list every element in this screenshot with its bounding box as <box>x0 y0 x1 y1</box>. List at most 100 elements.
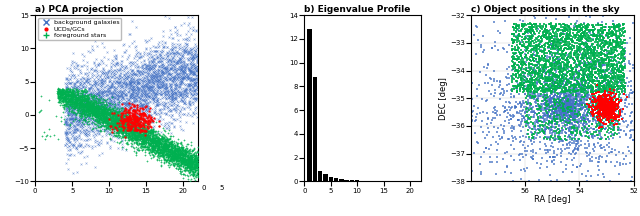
Point <box>619 38 629 41</box>
Point <box>604 121 614 124</box>
Point <box>161 140 171 143</box>
Point <box>108 122 118 125</box>
Point <box>600 115 610 119</box>
Point <box>140 65 150 68</box>
Point <box>134 126 144 129</box>
Point <box>131 117 141 120</box>
Point <box>593 160 604 164</box>
Point <box>113 116 123 119</box>
Point <box>591 100 601 104</box>
Point <box>148 138 158 141</box>
Point <box>180 96 191 100</box>
Point <box>546 35 556 38</box>
Point <box>169 63 179 66</box>
Point <box>611 100 621 103</box>
Point <box>129 121 139 125</box>
Point <box>79 109 89 113</box>
Point <box>94 81 104 85</box>
Point <box>113 105 124 108</box>
Point <box>112 90 122 93</box>
Point <box>527 78 538 81</box>
Point <box>79 102 89 106</box>
Point <box>185 86 195 90</box>
Point <box>170 153 180 157</box>
Point <box>129 113 139 117</box>
Point <box>119 128 129 131</box>
Point <box>75 125 85 129</box>
Point <box>87 73 97 77</box>
Point <box>108 121 118 124</box>
Point <box>618 116 628 120</box>
Point <box>179 67 189 71</box>
Point <box>572 80 582 84</box>
Point <box>618 59 628 62</box>
Point <box>525 101 535 105</box>
Point <box>573 94 584 97</box>
Point <box>132 116 142 119</box>
Point <box>113 126 124 130</box>
Point <box>534 70 545 73</box>
Point <box>492 156 502 159</box>
Point <box>142 94 152 97</box>
Point <box>532 113 542 116</box>
Point <box>554 102 564 105</box>
Point <box>156 151 166 155</box>
Point <box>127 69 137 72</box>
Point <box>472 38 483 41</box>
Point <box>69 76 79 79</box>
Point <box>115 94 125 97</box>
Point <box>127 68 138 72</box>
Point <box>562 64 572 68</box>
Point <box>79 95 89 99</box>
Point <box>115 135 125 138</box>
Point <box>617 83 627 86</box>
Point <box>109 110 120 114</box>
Point <box>129 114 139 117</box>
Point <box>79 94 89 97</box>
Point <box>90 100 100 103</box>
Point <box>180 91 191 94</box>
Point <box>576 34 586 38</box>
Point <box>598 14 608 17</box>
Point <box>575 68 586 72</box>
Point <box>87 71 97 74</box>
Point <box>550 43 561 46</box>
Point <box>166 141 177 145</box>
Point <box>527 92 538 96</box>
Point <box>175 167 185 170</box>
Point <box>513 29 524 33</box>
Point <box>580 105 590 109</box>
Point <box>77 85 88 88</box>
Point <box>193 59 203 62</box>
Point <box>173 75 183 79</box>
Point <box>567 68 577 71</box>
Point <box>609 112 619 116</box>
Point <box>65 89 75 92</box>
Point <box>181 44 191 48</box>
Point <box>561 127 571 131</box>
Point <box>138 117 148 120</box>
Point <box>72 91 82 94</box>
Point <box>92 86 102 90</box>
Point <box>70 94 80 97</box>
Point <box>110 110 120 113</box>
Point <box>540 46 550 50</box>
Point <box>162 140 172 144</box>
Point <box>143 107 154 111</box>
Point <box>93 87 104 91</box>
Point <box>596 26 606 29</box>
Point <box>600 78 611 81</box>
Point <box>128 125 138 129</box>
Point <box>188 57 198 60</box>
Point <box>118 130 128 133</box>
Point <box>586 97 596 100</box>
Point <box>177 62 188 65</box>
Point <box>533 44 543 47</box>
Point <box>596 42 606 45</box>
Point <box>40 137 50 140</box>
Point <box>118 129 128 133</box>
Point <box>93 115 104 119</box>
Point <box>73 118 83 122</box>
Point <box>612 29 622 32</box>
Point <box>540 88 550 92</box>
